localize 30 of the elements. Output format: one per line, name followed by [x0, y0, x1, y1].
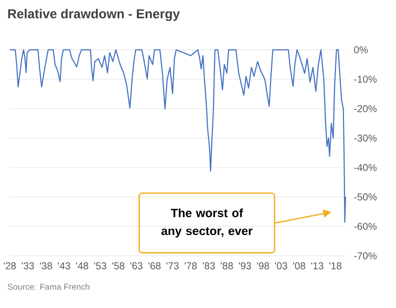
y-tick-label: -70% [354, 252, 377, 260]
x-tick-label: '08 [293, 262, 306, 270]
x-tick-label: '78 [184, 262, 197, 270]
x-tick-label: '18 [329, 262, 342, 270]
x-tick-label: '58 [112, 262, 124, 270]
x-tick-label: '33 [22, 262, 34, 270]
x-tick-label: '48 [76, 262, 88, 270]
y-tick-label: -50% [354, 194, 377, 201]
chart-title: Relative drawdown - Energy [8, 9, 180, 22]
x-tick-label: '98 [257, 262, 270, 270]
y-tick-label: -20% [354, 105, 377, 112]
y-tick-label: 0% [354, 46, 368, 54]
x-tick-label: '28 [4, 262, 16, 270]
x-tick-label: '43 [58, 262, 70, 270]
annotation: The worst of any sector, ever [161, 208, 252, 238]
x-tick-label: '13 [311, 262, 324, 270]
y-tick-label: -60% [354, 223, 377, 230]
x-tick-label: '88 [220, 262, 233, 270]
y-tick-label: -40% [354, 164, 377, 172]
x-tick-label: '63 [130, 262, 142, 270]
x-tick-label: '53 [94, 262, 106, 270]
x-tick-label: '93 [238, 262, 251, 270]
source-note: Source: Fama French [8, 284, 90, 290]
x-tick-label: '68 [148, 262, 161, 270]
y-tick-label: -30% [354, 134, 377, 142]
y-tick-label: -10% [354, 76, 377, 83]
x-tick-label: '83 [202, 262, 215, 270]
x-tick-label: '03 [275, 262, 288, 270]
x-tick-label: '73 [166, 262, 179, 270]
x-tick-label: '38 [40, 262, 52, 270]
